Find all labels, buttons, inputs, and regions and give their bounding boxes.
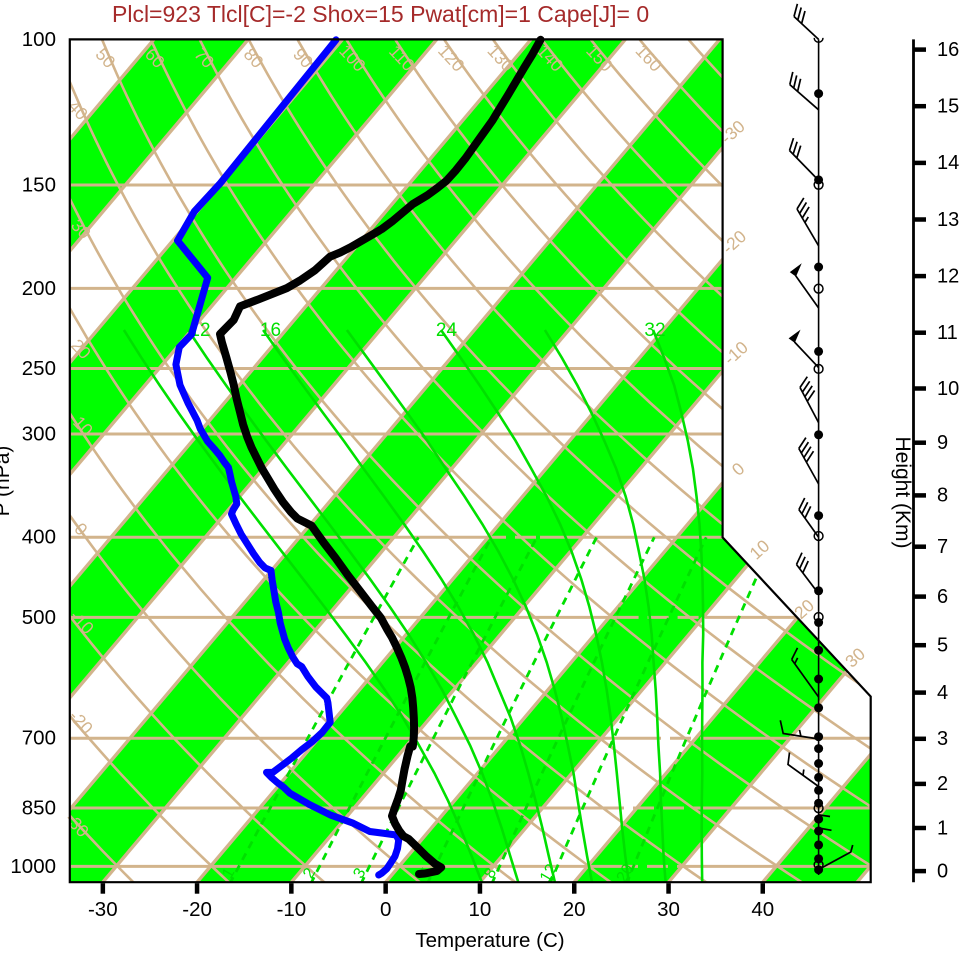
svg-text:7: 7 — [937, 536, 948, 558]
svg-text:11: 11 — [937, 322, 958, 344]
svg-text:20: 20 — [563, 898, 586, 921]
svg-text:13: 13 — [937, 209, 959, 231]
svg-text:9: 9 — [937, 432, 948, 454]
svg-text:0: 0 — [937, 860, 948, 882]
svg-text:0: 0 — [380, 898, 391, 921]
svg-text:500: 500 — [22, 606, 56, 629]
svg-text:1: 1 — [937, 817, 948, 839]
svg-text:-10: -10 — [277, 898, 307, 921]
svg-text:1000: 1000 — [10, 855, 56, 878]
svg-text:10: 10 — [468, 898, 491, 921]
svg-text:12: 12 — [937, 265, 959, 287]
svg-text:10: 10 — [937, 378, 959, 400]
svg-text:3: 3 — [937, 728, 948, 750]
svg-text:14: 14 — [937, 152, 959, 174]
svg-text:30: 30 — [657, 898, 680, 921]
svg-text:100: 100 — [22, 28, 56, 51]
svg-text:-30: -30 — [88, 898, 118, 921]
svg-text:6: 6 — [937, 586, 948, 608]
svg-text:40: 40 — [751, 898, 774, 921]
svg-text:Temperature (C): Temperature (C) — [415, 929, 564, 952]
svg-text:250: 250 — [22, 357, 56, 380]
svg-text:2: 2 — [937, 773, 948, 795]
svg-text:-20: -20 — [182, 898, 212, 921]
svg-text:150: 150 — [22, 173, 56, 196]
svg-text:16: 16 — [937, 39, 959, 61]
svg-text:Plcl=923 Tlcl[C]=-2 Shox=15 Pw: Plcl=923 Tlcl[C]=-2 Shox=15 Pwat[cm]=1 C… — [112, 1, 649, 27]
svg-text:300: 300 — [22, 422, 56, 445]
svg-text:4: 4 — [937, 682, 948, 704]
svg-text:16: 16 — [260, 320, 281, 341]
svg-text:32: 32 — [644, 320, 665, 341]
svg-text:5: 5 — [937, 634, 948, 656]
svg-text:400: 400 — [22, 526, 56, 549]
svg-text:P (hPa): P (hPa) — [0, 446, 14, 517]
svg-text:Height (Km): Height (Km) — [891, 436, 914, 548]
svg-text:15: 15 — [937, 95, 959, 117]
svg-text:24: 24 — [436, 320, 458, 341]
svg-text:200: 200 — [22, 277, 56, 300]
svg-text:850: 850 — [22, 796, 56, 819]
svg-text:700: 700 — [22, 727, 56, 750]
svg-text:8: 8 — [937, 485, 948, 507]
